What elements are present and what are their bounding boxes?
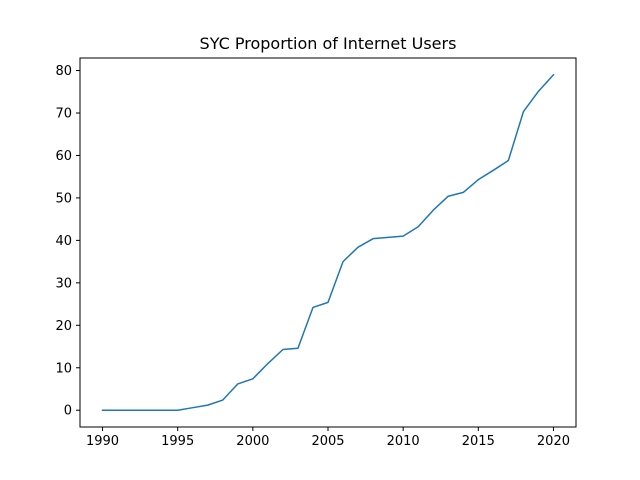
y-tick-label: 60 [55, 149, 72, 164]
x-tick-label: 2020 [537, 434, 570, 449]
plot-area: 1990 1995 2000 2005 2010 2015 2020 0 10 20 30 40 50 6… [55, 57, 577, 449]
y-tick-label: 40 [55, 234, 72, 249]
y-tick-label: 20 [55, 319, 72, 334]
y-tick-label: 80 [55, 64, 72, 79]
x-tick-label: 1995 [161, 434, 194, 449]
x-tick-label: 2010 [387, 434, 420, 449]
y-tick-label: 10 [55, 361, 72, 376]
y-tick-label: 30 [55, 276, 72, 291]
y-tick-label: 0 [64, 404, 72, 419]
x-tick-label: 1990 [86, 434, 119, 449]
y-tick-label: 70 [55, 106, 72, 121]
chart-title: SYC Proportion of Internet Users [200, 34, 457, 53]
x-tick-label: 2000 [236, 434, 269, 449]
x-tick-label: 2015 [462, 434, 495, 449]
x-tick-label: 2005 [311, 434, 344, 449]
series-line-1 [101, 73, 555, 411]
y-tick-label: 50 [55, 191, 72, 206]
